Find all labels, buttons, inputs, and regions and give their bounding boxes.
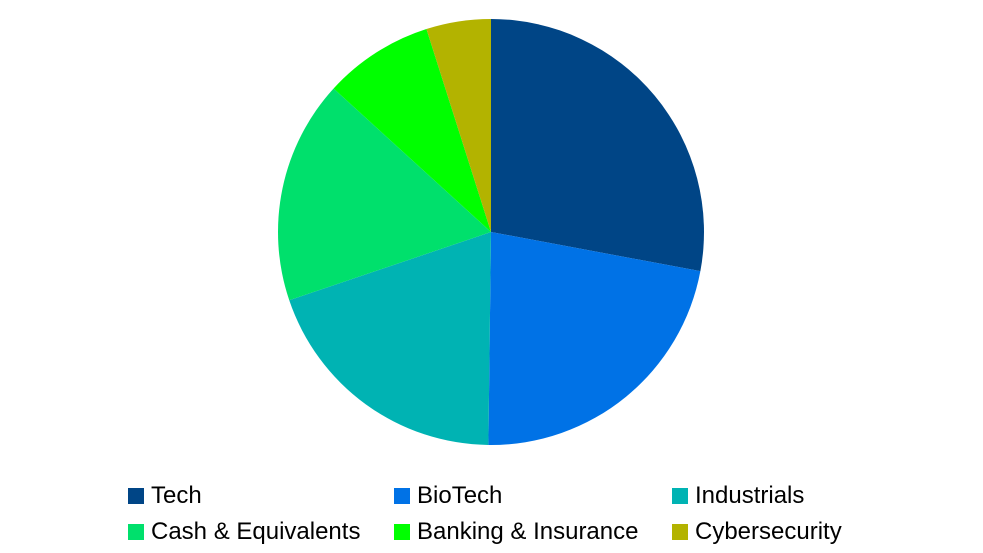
legend-item-tech: Tech <box>128 481 202 511</box>
legend-item-biotech: BioTech <box>394 481 502 511</box>
pie-slice-tech <box>491 19 704 272</box>
legend-swatch <box>128 488 144 504</box>
legend: Tech BioTech Industrials Cash & Equivale… <box>128 481 888 553</box>
legend-swatch <box>128 524 144 540</box>
legend-swatch <box>394 488 410 504</box>
pie-slice-biotech <box>488 232 701 445</box>
legend-item-cash-equivalents: Cash & Equivalents <box>128 517 360 547</box>
pie-plot-area <box>277 19 704 445</box>
pie-slice-cash-equivalents <box>277 88 491 301</box>
pie-slice-cybersecurity <box>426 19 491 232</box>
pie-slice-industrials <box>289 232 491 445</box>
legend-label: Cash & Equivalents <box>151 518 361 545</box>
legend-swatch <box>672 488 688 504</box>
legend-label: Cybersecurity <box>695 518 842 545</box>
pie-slice-banking-insurance <box>333 29 491 232</box>
legend-item-industrials: Industrials <box>672 481 804 511</box>
legend-swatch <box>672 524 688 540</box>
legend-item-banking-insurance: Banking & Insurance <box>394 517 638 547</box>
legend-label: Tech <box>151 482 202 509</box>
legend-item-cybersecurity: Cybersecurity <box>672 517 842 547</box>
legend-swatch <box>394 524 410 540</box>
legend-label: Banking & Insurance <box>417 518 639 545</box>
legend-label: Industrials <box>695 482 805 509</box>
legend-label: BioTech <box>417 482 503 509</box>
